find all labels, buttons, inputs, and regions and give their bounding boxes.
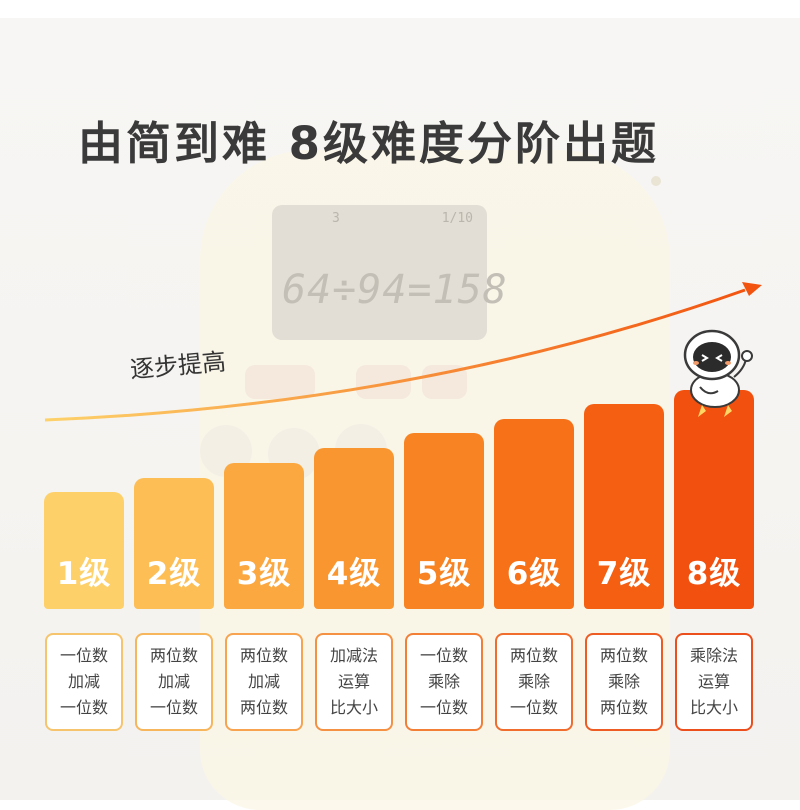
level-description-line: 一位数 (59, 698, 108, 717)
lcd-equation: 64÷94=158 (282, 267, 508, 313)
level-description-line: 乘除 (427, 672, 460, 691)
level-label: 1级 (56, 556, 112, 592)
level-bar-8: 8级 (674, 390, 754, 609)
level-bar-3: 3级 (224, 463, 304, 609)
level-description-line: 加减 (247, 672, 280, 691)
level-label: 4级 (326, 556, 382, 592)
device-lcd-screen: 3 1/10 64÷94=158 (272, 205, 508, 340)
lcd-level-readout: 3 (332, 211, 340, 226)
level-description-4: 加减法 运算 比大小 (315, 633, 393, 731)
level-description-8: 乘除法 运算 比大小 (675, 633, 753, 731)
robot-mascot (683, 329, 753, 417)
level-description-line: 一位数 (419, 646, 468, 665)
level-bar-6: 6级 (494, 419, 574, 609)
level-description-line: 一位数 (419, 698, 468, 717)
top-margin (0, 0, 800, 18)
level-description-line: 乘除 (517, 672, 550, 691)
level-label: 6级 (506, 556, 562, 592)
level-description-line: 两位数 (149, 646, 198, 665)
level-bar-2: 2级 (134, 478, 214, 609)
page-headline: 由简到难 8级难度分阶出题 (78, 117, 659, 170)
level-description-line: 两位数 (239, 698, 288, 717)
level-description-line: 两位数 (239, 646, 288, 665)
level-label: 2级 (146, 556, 202, 592)
level-bar-7: 7级 (584, 404, 664, 609)
device-camera-dot (651, 176, 661, 186)
level-description-2: 两位数 加减 一位数 (135, 633, 213, 731)
level-description-line: 两位数 (599, 698, 648, 717)
level-description-line: 一位数 (149, 698, 198, 717)
level-description-line: 一位数 (509, 698, 558, 717)
level-label: 3级 (236, 556, 292, 592)
level-description-line: 乘除 (607, 672, 640, 691)
level-bar-4: 4级 (314, 448, 394, 609)
level-label: 8级 (686, 556, 742, 592)
level-description-line: 两位数 (509, 646, 558, 665)
level-description-7: 两位数 乘除 两位数 (585, 633, 663, 731)
level-description-line: 运算 (337, 672, 370, 691)
level-description-5: 一位数 乘除 一位数 (405, 633, 483, 731)
level-description-line: 加减 (157, 672, 190, 691)
level-description-line: 一位数 (59, 646, 108, 665)
level-description-line: 运算 (697, 672, 730, 691)
level-description-3: 两位数 加减 两位数 (225, 633, 303, 731)
lcd-progress-readout: 1/10 (441, 211, 473, 226)
level-label: 5级 (416, 556, 472, 592)
level-bar-5: 5级 (404, 433, 484, 609)
level-description-line: 比大小 (689, 698, 738, 717)
level-description-line: 加减 (67, 672, 100, 691)
level-bar-1: 1级 (44, 492, 124, 609)
level-description-6: 两位数 乘除 一位数 (495, 633, 573, 731)
level-description-line: 两位数 (599, 646, 648, 665)
level-description-line: 乘除法 (689, 646, 738, 665)
level-description-line: 比大小 (329, 698, 378, 717)
device-button-left (245, 365, 315, 399)
level-description-1: 一位数 加减 一位数 (45, 633, 123, 731)
level-label: 7级 (596, 556, 652, 592)
level-description-line: 加减法 (329, 646, 378, 665)
